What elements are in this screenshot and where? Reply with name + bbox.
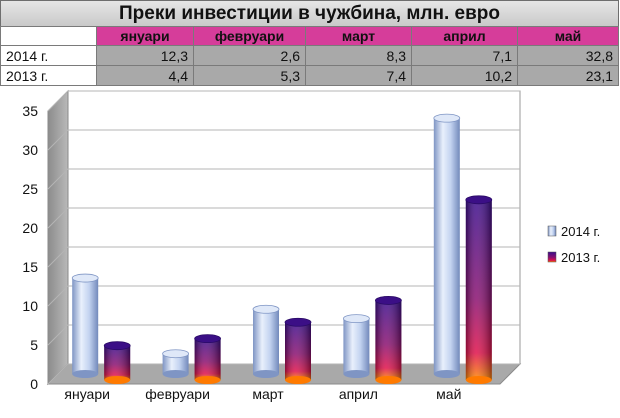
header-cell: март xyxy=(305,26,412,46)
table-corner-cell xyxy=(0,26,97,46)
bar-top xyxy=(465,195,493,205)
gridline xyxy=(47,285,520,307)
bar-base xyxy=(433,370,460,378)
x-tick-label: май xyxy=(436,386,461,402)
bar-top xyxy=(284,317,312,327)
table-cell: 8,3 xyxy=(305,45,412,66)
header-cell: април xyxy=(411,26,518,46)
table-cell: 12,3 xyxy=(96,45,194,66)
bar-base xyxy=(253,370,279,378)
bar-shading xyxy=(194,338,221,380)
bar xyxy=(253,309,279,374)
table-cell: 32,8 xyxy=(517,45,619,66)
bar-shading xyxy=(104,345,131,380)
bar-top xyxy=(252,304,280,314)
row-label: 2014 г. xyxy=(0,45,97,66)
bar-shading xyxy=(285,322,311,380)
bar-top xyxy=(103,341,131,351)
table-cell: 23,1 xyxy=(517,65,619,86)
header-cell: февруари xyxy=(193,26,306,46)
table-cell: 7,4 xyxy=(305,65,412,86)
y-tick-label: 20 xyxy=(22,220,38,236)
header-cell: януари xyxy=(96,26,194,46)
bar-base xyxy=(465,376,492,384)
bar-top xyxy=(194,334,222,344)
x-tick-label: април xyxy=(339,386,378,402)
gridline xyxy=(47,207,520,229)
y-tick-label: 10 xyxy=(22,298,38,314)
bar-base xyxy=(104,376,131,384)
y-tick-label: 0 xyxy=(30,376,38,392)
bar-top xyxy=(71,273,99,283)
gridline xyxy=(47,129,520,151)
bar-top xyxy=(342,314,370,324)
bar-chart: 0 5 10 15 20 25 30 35 януари февруари март април май… xyxy=(22,89,600,402)
bar-base xyxy=(194,376,221,384)
table-cell: 7,1 xyxy=(411,45,518,66)
x-tick-label: февруари xyxy=(145,386,210,402)
bar-base xyxy=(285,376,311,384)
bar-top xyxy=(433,113,461,123)
y-tick-label: 15 xyxy=(22,259,38,275)
chart-area: 0 5 10 15 20 25 30 35 януари февруари март април май… xyxy=(0,86,620,413)
legend-label: 2013 г. xyxy=(561,250,600,265)
x-tick-label: януари xyxy=(64,386,110,402)
y-tick-label: 25 xyxy=(22,181,38,197)
table-cell: 5,3 xyxy=(193,65,306,86)
gridline xyxy=(47,246,520,268)
bar xyxy=(162,353,189,374)
bar-shading xyxy=(375,300,402,380)
table-title: Преки инвестиции в чужбина, млн. евро xyxy=(0,0,619,27)
bar-base xyxy=(343,370,370,378)
legend-label: 2014 г. xyxy=(561,224,600,239)
header-cell: май xyxy=(517,26,619,46)
bar-top xyxy=(162,349,190,359)
x-tick-label: март xyxy=(252,386,284,402)
gridline xyxy=(47,90,520,112)
legend-swatch xyxy=(547,225,557,237)
bar xyxy=(433,118,460,374)
bar xyxy=(343,318,370,374)
row-label: 2013 г. xyxy=(0,65,97,86)
bar-base xyxy=(72,370,99,378)
bar-shading xyxy=(465,199,492,380)
table-cell: 2,6 xyxy=(193,45,306,66)
gridline xyxy=(47,168,520,190)
y-tick-label: 35 xyxy=(22,103,38,119)
side-wall xyxy=(47,89,69,386)
bar xyxy=(72,278,99,374)
legend-swatch xyxy=(547,251,557,263)
bar-base xyxy=(162,370,189,378)
y-tick-label: 5 xyxy=(30,337,38,353)
table-cell: 4,4 xyxy=(96,65,194,86)
bar-base xyxy=(375,376,402,384)
y-tick-label: 30 xyxy=(22,142,38,158)
bar-top xyxy=(374,296,402,305)
table-cell: 10,2 xyxy=(411,65,518,86)
